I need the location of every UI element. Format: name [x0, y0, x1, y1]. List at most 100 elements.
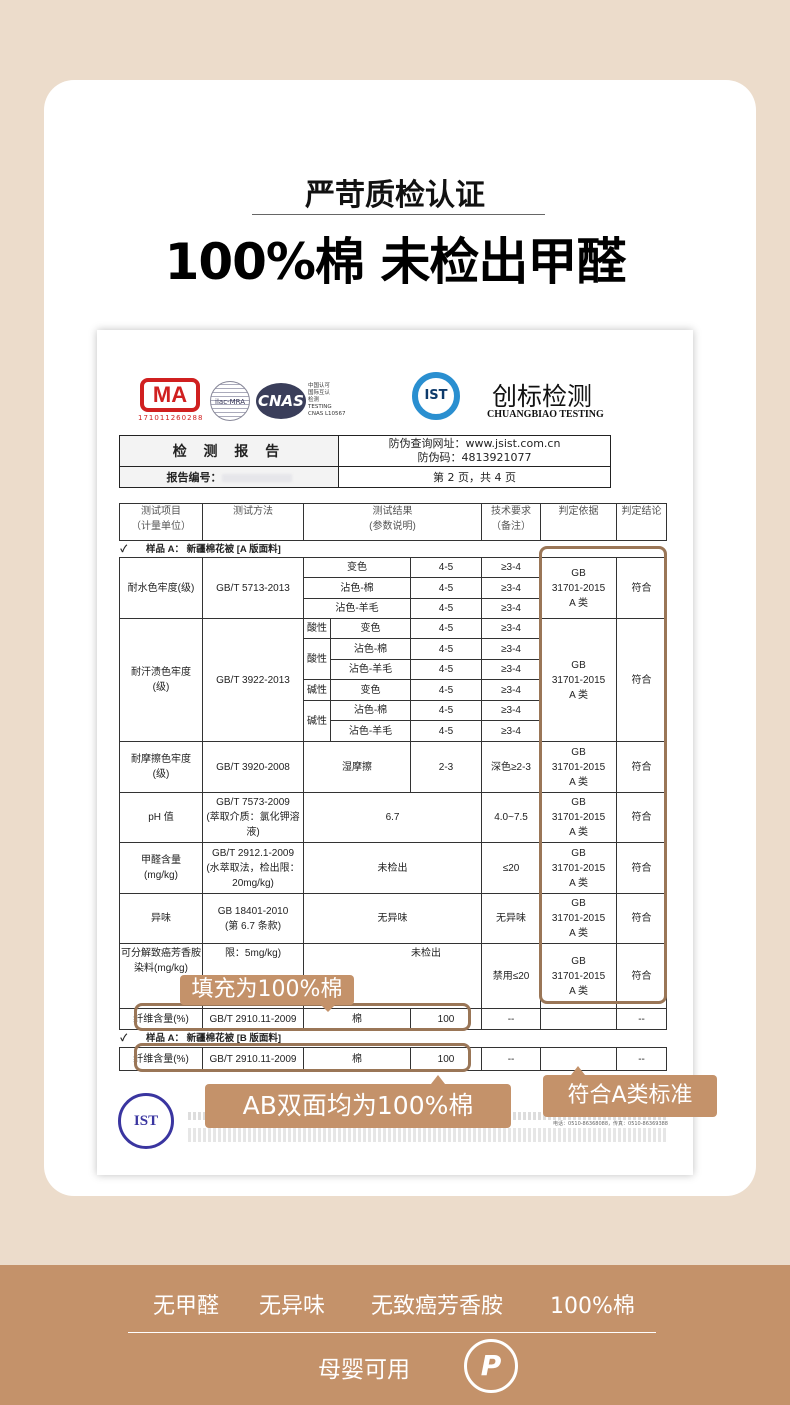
cell: 无异味 [481, 893, 542, 944]
cell: ≥3-4 [481, 700, 542, 721]
ist-logo: IST [412, 372, 460, 420]
cell: 4-5 [409, 557, 483, 578]
report-header: 检 测 报 告 防伪查询网址：www.jsist.com.cn 防伪码：48139… [119, 435, 611, 488]
callout-filling: 填充为100%棉 [180, 975, 354, 1012]
divider [252, 214, 545, 215]
cell: 4-5 [409, 659, 483, 680]
contact-info: 电话：0510-86368088，传真：0510-86369388 [553, 1121, 668, 1127]
brand-cn: 创标检测 [492, 382, 593, 411]
water-method: GB/T 5713-2013 [202, 557, 304, 619]
cell: 棉 [303, 1047, 411, 1071]
cell: ≥3-4 [481, 720, 542, 742]
cell: 变色 [303, 557, 411, 578]
results-table: 测试项目 （计量单位） 测试方法 测试结果 (参数说明) 技术要求 （备注） 判… [119, 503, 668, 1071]
report-number-label: 报告编号： [166, 471, 222, 484]
odor-item: 异味 [119, 893, 203, 944]
cell: 4-5 [409, 618, 483, 639]
sweat-item: 耐汗渍色牢度 (级) [119, 618, 203, 742]
cnas-line: TESTING [308, 404, 332, 410]
cell: 湿摩擦 [303, 741, 411, 793]
formaldehyde-method: GB/T 2912.1-2009 (水萃取法，检出限：20mg/kg) [202, 842, 304, 894]
col-method: 测试方法 [202, 503, 304, 541]
col-requirement: 技术要求 （备注） [481, 503, 542, 541]
feature-no-odor: 无异味 [259, 1294, 326, 1319]
ilac-logo: ilac-MRA [210, 381, 250, 421]
cell: ≤20 [481, 842, 542, 894]
brand-en: CHUANGBIAO TESTING [487, 409, 604, 420]
cell: 4-5 [409, 679, 483, 701]
cell: 变色 [330, 679, 411, 701]
feature-cotton: 100%棉 [550, 1294, 635, 1319]
cell: 4-5 [409, 720, 483, 742]
cell: ≥3-4 [481, 577, 542, 599]
cell: ≥3-4 [481, 659, 542, 680]
basis: GB 31701-2015 A 类 [540, 618, 618, 742]
ph-method: GB/T 7573-2009 (萃取介质：氯化钾溶液) [202, 792, 304, 843]
cell: ≥3-4 [481, 679, 542, 701]
sweat-method: GB/T 3922-2013 [202, 618, 304, 742]
ph-item: pH 值 [119, 792, 203, 843]
subtitle: 严苛质检认证 [305, 178, 485, 213]
blurred-text [188, 1128, 668, 1142]
report-title: 检 测 报 告 [119, 435, 339, 467]
callout-both-sides: AB双面均为100%棉 [205, 1075, 511, 1128]
baby-safe-label: 母婴可用 [318, 1357, 410, 1383]
cell: 沾色-棉 [330, 638, 411, 660]
cell: 4-5 [409, 598, 483, 619]
callout-pointer [430, 1075, 445, 1084]
cell: ≥3-4 [481, 638, 542, 660]
cnas-logo: CNAS [256, 383, 306, 419]
conclusion: -- [616, 1008, 668, 1030]
cell: 碱性 [303, 679, 331, 701]
p-logo-icon: P [464, 1339, 518, 1393]
callout-pointer [320, 1005, 335, 1012]
cma-number: 171011260288 [138, 414, 204, 422]
cell: 6.7 [302, 792, 483, 843]
cnas-line: 检测 [308, 397, 320, 403]
col-conclusion: 判定结论 [616, 503, 668, 541]
cnas-line: 国际互认 [308, 390, 331, 396]
cell: 4-5 [409, 700, 483, 721]
cell: 沾色-羊毛 [330, 720, 411, 742]
basis-highlight [539, 546, 667, 1004]
cell: 沾色-羊毛 [303, 598, 411, 619]
fiber-item: 纤维含量(%) [119, 1047, 203, 1071]
ist-stamp: IST [118, 1093, 174, 1149]
cell: ≥3-4 [481, 618, 542, 639]
ilac-text: ilac-MRA [215, 398, 245, 406]
callout-text: 符合A类标准 [567, 1083, 693, 1108]
anti-fake-info: 防伪查询网址：www.jsist.com.cn 防伪码：4813921077 [338, 435, 611, 467]
cell: 4.0~7.5 [481, 792, 542, 843]
cell: 酸性 [303, 618, 331, 639]
cell: 深色≥2-3 [481, 741, 542, 793]
rub-method: GB/T 3920-2008 [202, 741, 304, 793]
feature-no-amine: 无致癌芳香胺 [371, 1294, 504, 1319]
report-number: 报告编号： [119, 466, 339, 488]
col-result: 测试结果 (参数说明) [302, 503, 483, 541]
callout-standard: 符合A类标准 [543, 1066, 717, 1117]
page-info: 第 2 页，共 4 页 [338, 466, 611, 488]
basis: GB 31701-2015 A 类 [540, 741, 618, 793]
cell: ≥3-4 [481, 598, 542, 619]
odor-method: GB 18401-2010 (第 6.7 条款) [202, 893, 304, 944]
basis: GB 31701-2015 A 类 [540, 557, 618, 619]
cell: 碱性 [303, 700, 331, 742]
callout-text: AB双面均为100%棉 [242, 1091, 474, 1120]
col-basis: 判定依据 [540, 503, 618, 541]
cnas-line: 中国认可 [308, 383, 331, 389]
formaldehyde-item: 甲醛含量 (mg/kg) [119, 842, 203, 894]
cell: 4-5 [409, 577, 483, 599]
cell: -- [481, 1047, 542, 1071]
blurred-number [221, 474, 292, 482]
feature-band [0, 1265, 790, 1405]
query-url: 防伪查询网址：www.jsist.com.cn [388, 437, 561, 450]
water-item: 耐水色牢度(级) [119, 557, 203, 619]
cell: 酸性 [303, 638, 331, 680]
callout-text: 填充为100%棉 [191, 977, 343, 1002]
cell: 4-5 [409, 638, 483, 660]
anti-fake-code: 防伪码：4813921077 [417, 451, 532, 464]
headline: 100%棉 未检出甲醛 [164, 233, 627, 291]
callout-pointer [570, 1066, 585, 1075]
cell: ≥3-4 [481, 557, 542, 578]
cell: -- [481, 1008, 542, 1030]
